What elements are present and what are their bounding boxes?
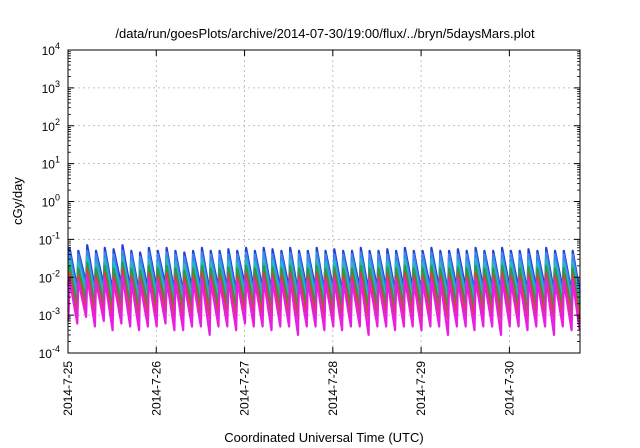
x-ticks: 2014-7-25 2014-7-26 2014-7-27 2014-7-28 2014… (61, 50, 516, 416)
x-tick-label: 2014-7-28 (326, 361, 340, 416)
y-ticks: 10-4 10-3 10-2 10-1 100 101 102 103 104 (39, 41, 580, 361)
x-tick-label: 2014-7-25 (61, 361, 75, 416)
y-tick-label: 101 (42, 155, 60, 172)
y-axis-label: cGy/day (10, 177, 25, 225)
series-layer (67, 244, 581, 336)
y-tick-label: 10-4 (39, 344, 60, 361)
y-tick-label: 10-1 (39, 230, 60, 247)
x-tick-label: 2014-7-30 (502, 361, 516, 416)
y-tick-label: 100 (42, 193, 60, 210)
y-tick-label: 104 (42, 41, 60, 58)
y-tick-label: 10-3 (39, 306, 60, 323)
chart-title: /data/run/goesPlots/archive/2014-07-30/1… (115, 26, 535, 41)
x-tick-label: 2014-7-27 (238, 361, 252, 416)
y-tick-label: 103 (42, 79, 60, 96)
x-axis-label: Coordinated Universal Time (UTC) (224, 430, 423, 445)
y-tick-label: 10-2 (39, 268, 60, 285)
series-line (67, 274, 581, 336)
x-tick-label: 2014-7-29 (414, 361, 428, 416)
x-tick-label: 2014-7-26 (149, 361, 163, 416)
y-tick-label: 102 (42, 117, 60, 134)
